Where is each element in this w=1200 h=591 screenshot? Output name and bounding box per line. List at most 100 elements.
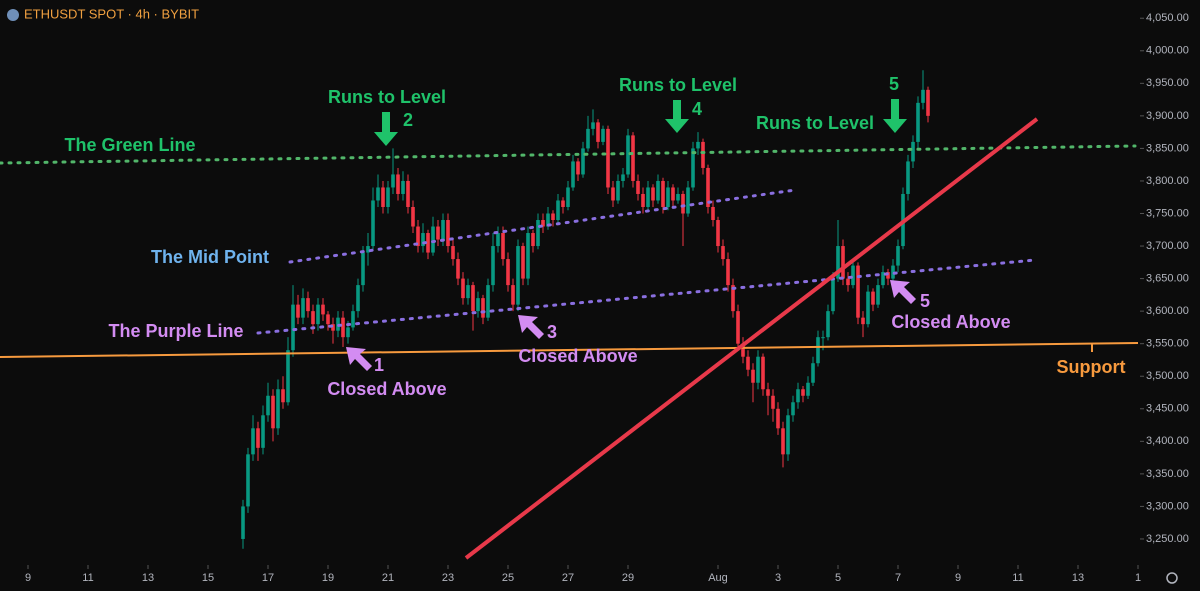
candle-body	[701, 141, 705, 168]
chart-title[interactable]: ETHUSDT SPOT · 4h · BYBIT	[24, 6, 199, 21]
y-tick-label: 3,250.00	[1146, 533, 1189, 545]
candle-body	[606, 128, 610, 188]
candle-body	[676, 193, 680, 201]
candle-body	[696, 141, 700, 149]
candle-body	[741, 343, 745, 357]
candle-body	[351, 311, 355, 328]
candle-body	[641, 193, 645, 207]
candle-body	[266, 395, 270, 416]
candle-body	[891, 265, 895, 279]
candle-body	[846, 278, 850, 286]
candle-body	[586, 128, 590, 149]
candle-body	[766, 389, 770, 396]
annotation: Closed Above	[327, 379, 446, 399]
annotation: The Mid Point	[151, 247, 269, 267]
candle-body	[851, 265, 855, 286]
candle-body	[661, 180, 665, 207]
candle-body	[261, 415, 265, 448]
candle-body	[446, 220, 450, 247]
arrow	[890, 280, 916, 304]
candle-body	[751, 369, 755, 383]
candle-body	[871, 291, 875, 305]
x-tick-label: 21	[382, 572, 394, 584]
x-tick-label: 17	[262, 572, 274, 584]
candle-body	[821, 337, 825, 339]
settings-icon[interactable]	[1166, 572, 1178, 584]
arrow	[346, 347, 372, 371]
annotation: The Green Line	[64, 135, 195, 155]
annotation: The Purple Line	[108, 321, 243, 341]
x-tick-label: 27	[562, 572, 574, 584]
candle-body	[541, 220, 545, 227]
candle-body	[671, 187, 675, 201]
y-tick-label: 3,400.00	[1146, 435, 1189, 447]
x-tick-label: 13	[142, 572, 154, 584]
annotation: Support	[1057, 357, 1126, 377]
candle-body	[241, 506, 245, 539]
candle-body	[691, 148, 695, 188]
candle-body	[796, 389, 800, 403]
candle-body	[461, 278, 465, 299]
candle-body	[831, 278, 835, 312]
candle-body	[616, 180, 620, 201]
x-tick-label: 25	[502, 572, 514, 584]
candle-body	[306, 298, 310, 312]
green-arrows	[374, 99, 907, 146]
candle-body	[706, 167, 710, 207]
candle-body	[726, 259, 730, 286]
candle-body	[811, 363, 815, 383]
annotation: 5	[920, 291, 930, 311]
x-tick-label: 5	[835, 572, 841, 584]
y-tick-label: 3,600.00	[1146, 305, 1189, 317]
green-line	[0, 144, 1137, 165]
candle-body	[276, 389, 280, 429]
y-tick-label: 3,900.00	[1146, 110, 1189, 122]
candle-body	[421, 233, 425, 247]
symbol-icon	[7, 9, 19, 21]
candle-body	[456, 259, 460, 279]
candle-body	[826, 311, 830, 338]
candle-body	[376, 187, 380, 201]
candle-body	[271, 395, 275, 429]
candle-body	[566, 187, 570, 207]
candle-body	[886, 272, 890, 279]
x-tick-label: 23	[442, 572, 454, 584]
candle-body	[481, 298, 485, 318]
candle-body	[756, 356, 760, 383]
candle-body	[321, 304, 325, 315]
candle-body	[416, 226, 420, 247]
y-tick-label: 3,950.00	[1146, 77, 1189, 89]
candle-body	[711, 206, 715, 221]
candle-body	[716, 220, 720, 247]
candle-body	[916, 102, 920, 142]
candle-body	[466, 285, 470, 299]
annotation: 3	[547, 322, 557, 342]
x-tick-label: 9	[955, 572, 961, 584]
candle-body	[861, 317, 865, 325]
candle-body	[601, 128, 605, 142]
y-tick-label: 4,050.00	[1146, 12, 1189, 24]
candle-body	[921, 89, 925, 103]
candle-body	[361, 252, 365, 286]
candle-body	[736, 311, 740, 344]
candle-body	[431, 226, 435, 253]
candle-body	[521, 246, 525, 279]
candle-body	[356, 285, 360, 312]
annotation: 4	[692, 99, 702, 119]
arrow	[374, 112, 398, 146]
annotation: Closed Above	[891, 312, 1010, 332]
candle-body	[686, 187, 690, 214]
candle-body	[636, 180, 640, 194]
annotation: Runs to Level	[328, 87, 446, 107]
x-tick-label: 1	[1135, 572, 1141, 584]
candle-body	[596, 122, 600, 142]
candle-body	[476, 298, 480, 312]
mid-point-line	[288, 188, 797, 264]
purple-line	[256, 258, 1037, 335]
x-tick-label: Aug	[708, 572, 728, 584]
candle-body	[331, 324, 335, 331]
candle-body	[721, 246, 725, 260]
candle-body	[876, 285, 880, 305]
candle-body	[746, 356, 750, 370]
